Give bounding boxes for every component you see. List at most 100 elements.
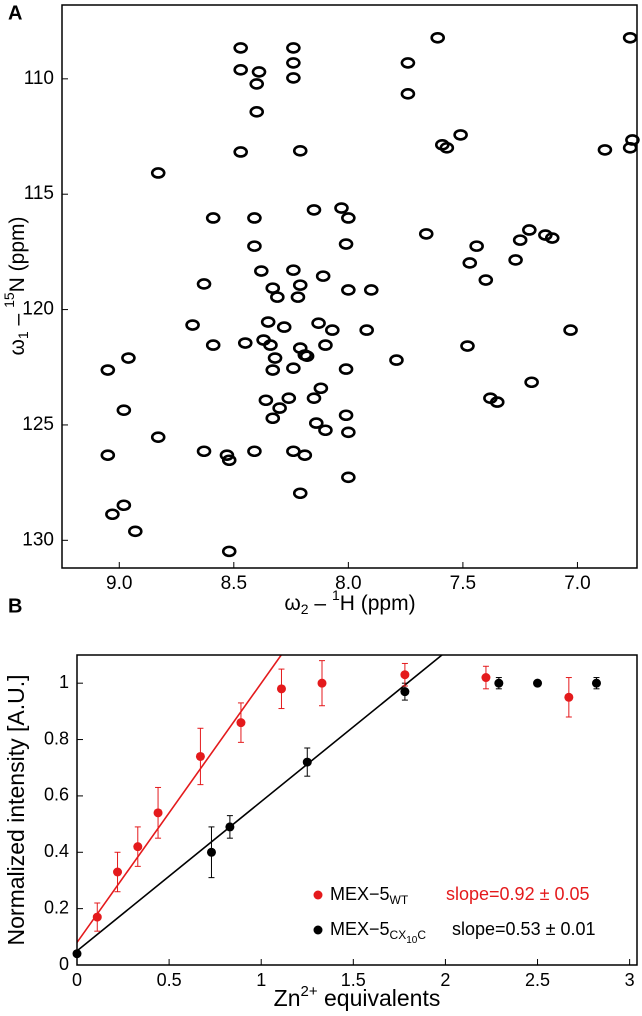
- y-tick-label: 130: [22, 529, 54, 550]
- x-tick-label: 2.5: [525, 970, 550, 990]
- legend-label: MEX−5WT: [330, 884, 409, 907]
- plot-frame: [76, 654, 638, 966]
- peak: [292, 342, 308, 354]
- peak: [512, 234, 528, 246]
- peak: [196, 445, 212, 458]
- peak: [292, 145, 308, 157]
- peak: [116, 499, 132, 512]
- label-part: CX: [390, 928, 407, 942]
- legend-marker: [313, 925, 323, 935]
- peak: [281, 392, 297, 404]
- y-tick-label: 0.4: [44, 841, 69, 861]
- label-part: 1: [15, 331, 31, 339]
- peak: [265, 282, 281, 294]
- peak: [116, 404, 132, 416]
- peak: [219, 449, 235, 461]
- peak: [453, 129, 468, 141]
- peak: [597, 144, 613, 156]
- x-tick-label: 9.0: [106, 573, 132, 594]
- peak: [286, 42, 301, 54]
- peak: [400, 88, 416, 100]
- x-axis-label: Zn2+ equivalents: [274, 983, 441, 1011]
- peak: [221, 454, 237, 467]
- peak: [233, 42, 248, 54]
- fit-label: slope=0.92 ± 0.05: [446, 884, 590, 904]
- peak: [276, 321, 292, 333]
- peak: [389, 354, 404, 366]
- plot-frame: [61, 4, 638, 569]
- peak: [508, 254, 523, 266]
- legend-label: MEX−5CX10C: [330, 919, 426, 946]
- x-tick-label: 1.5: [341, 970, 366, 990]
- peak: [286, 445, 301, 458]
- peak: [538, 229, 553, 241]
- peak: [249, 78, 265, 90]
- peak: [237, 337, 253, 349]
- peak: [439, 142, 455, 154]
- x-tick-label: 8.5: [221, 573, 247, 594]
- label-part: equivalents: [318, 985, 441, 1011]
- peak: [247, 445, 262, 458]
- peak: [338, 363, 354, 375]
- peak: [334, 202, 349, 214]
- peak: [272, 402, 287, 414]
- peak: [325, 324, 340, 336]
- peak: [460, 340, 475, 352]
- peak: [418, 228, 434, 240]
- x-axis-label: ω2 – 1H (ppm): [284, 587, 415, 617]
- x-tick-label: 7.5: [450, 573, 476, 594]
- y-axis-label: ω1 – 15N (ppm): [1, 217, 31, 356]
- label-part: N (ppm): [6, 217, 29, 293]
- peak: [286, 362, 301, 374]
- peak: [469, 240, 484, 252]
- peak: [221, 545, 237, 558]
- peak: [265, 412, 281, 425]
- legend: MEX−5WT slope=0.92 ± 0.05 MEX−5CX10C slo…: [313, 884, 596, 946]
- peak: [338, 238, 354, 250]
- y-tick-label: 0.8: [44, 728, 69, 748]
- label-part: MEX−5: [330, 884, 390, 904]
- peak: [100, 449, 116, 461]
- label-part: ω: [284, 592, 300, 615]
- peak: [249, 106, 265, 118]
- y-tick-label: 110: [24, 68, 54, 89]
- label-part: 2: [301, 601, 309, 617]
- peak: [185, 319, 200, 331]
- x-tick-label: 0: [72, 970, 82, 990]
- peak: [400, 57, 416, 69]
- label-part: Zn: [274, 985, 301, 1011]
- peak: [258, 394, 274, 407]
- peak: [292, 279, 308, 291]
- x-tick-label: 8.0: [335, 573, 361, 594]
- peak: [308, 417, 324, 429]
- label-part: 1: [332, 587, 340, 603]
- peak: [256, 334, 271, 346]
- peak: [522, 224, 537, 236]
- peak: [205, 339, 221, 351]
- peak: [341, 284, 356, 296]
- fit-label: slope=0.53 ± 0.01: [452, 919, 596, 939]
- peak: [318, 424, 333, 437]
- panel-label: A: [8, 2, 22, 24]
- peak: [297, 449, 313, 461]
- y-tick-label: 120: [22, 299, 54, 320]
- label-part: MEX−5: [330, 919, 390, 939]
- peak: [260, 316, 276, 328]
- panel-label: B: [8, 595, 22, 617]
- peak: [622, 31, 638, 44]
- peak: [290, 291, 306, 303]
- peak: [524, 376, 539, 389]
- label-part: –: [309, 592, 332, 615]
- x-tick-label: 1: [256, 970, 266, 990]
- label-part: 2+: [300, 983, 317, 1000]
- fit-line: [77, 655, 283, 943]
- peak: [318, 339, 333, 351]
- peak: [251, 66, 267, 78]
- peak: [313, 382, 329, 395]
- peak: [233, 146, 248, 158]
- peak: [254, 265, 269, 277]
- peak: [270, 291, 285, 303]
- peak: [341, 426, 356, 439]
